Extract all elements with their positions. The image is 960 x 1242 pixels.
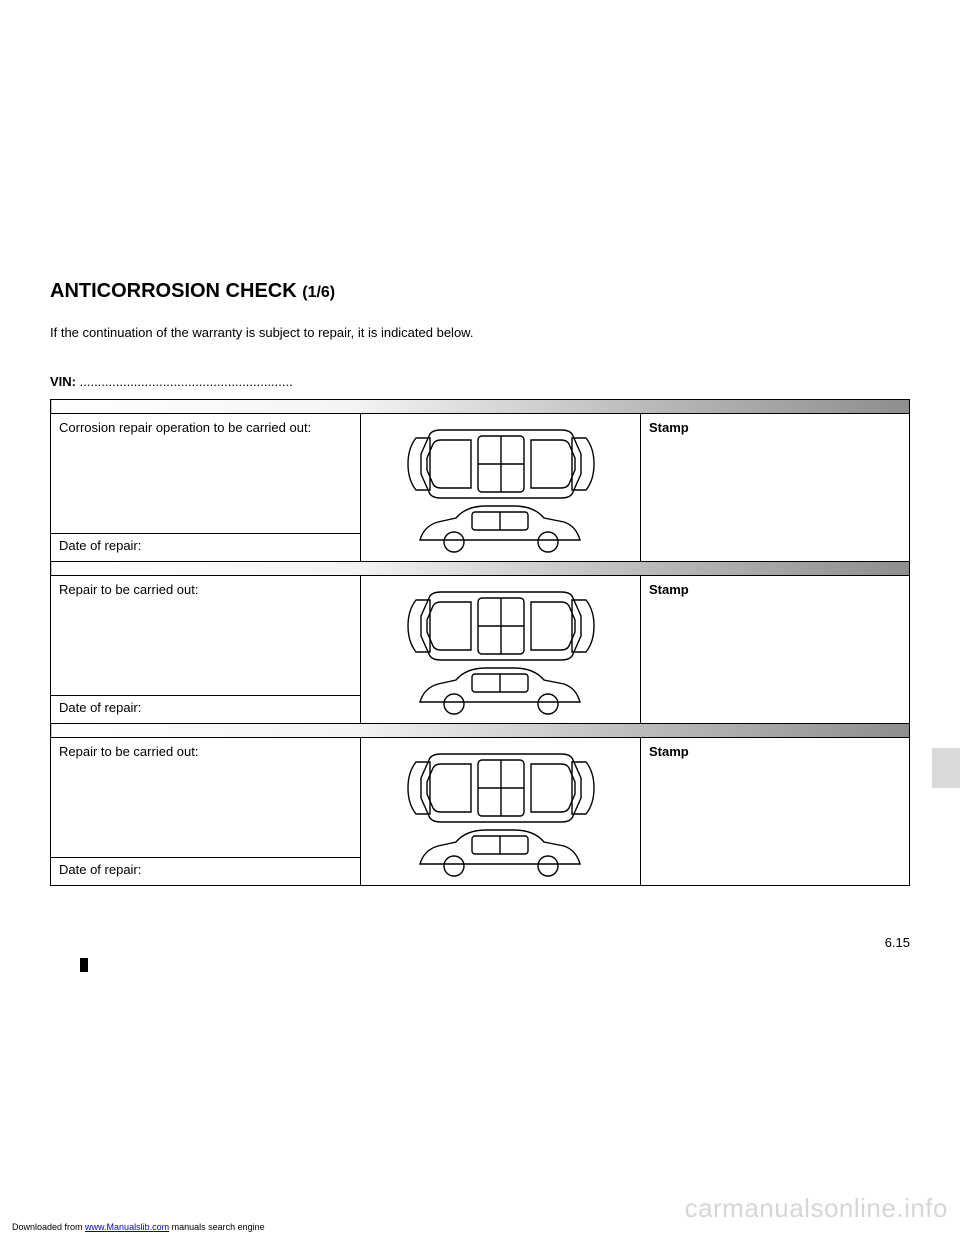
page: ANTICORROSION CHECK (1/6) If the continu…: [0, 0, 960, 1242]
date-cell: Date of repair:: [51, 696, 361, 724]
watermark-text: carmanualsonline.info: [685, 1193, 948, 1224]
operation-cell: Repair to be carried out:: [51, 738, 361, 858]
separator-row: [51, 400, 910, 414]
anticorrosion-table: Corrosion repair operation to be carried…: [50, 399, 910, 886]
diagram-cell: [361, 576, 641, 724]
download-suffix: manuals search engine: [169, 1222, 265, 1232]
date-cell: Date of repair:: [51, 534, 361, 562]
page-heading: ANTICORROSION CHECK (1/6): [50, 280, 910, 303]
crop-mark-icon: [80, 958, 88, 972]
operation-cell: Repair to be carried out:: [51, 576, 361, 696]
date-cell: Date of repair:: [51, 858, 361, 886]
diagram-cell: [361, 738, 641, 886]
car-diagram-icon: [386, 742, 616, 882]
diagram-cell: [361, 414, 641, 562]
table-row: Repair to be carried out:: [51, 738, 910, 858]
intro-text: If the continuation of the warranty is s…: [50, 325, 910, 340]
download-footer: Downloaded from www.Manualslib.com manua…: [12, 1222, 265, 1232]
stamp-cell: Stamp: [641, 738, 910, 886]
vin-dots: ........................................…: [80, 374, 293, 389]
car-diagram-icon: [386, 580, 616, 720]
car-diagram-icon: [386, 418, 616, 558]
heading-sub: (1/6): [302, 284, 335, 301]
table-row: Repair to be carried out:: [51, 576, 910, 696]
vin-label: VIN:: [50, 374, 76, 389]
download-link[interactable]: www.Manualslib.com: [85, 1222, 169, 1232]
heading-main: ANTICORROSION CHECK: [50, 280, 297, 302]
vin-line: VIN: ...................................…: [50, 374, 910, 389]
side-tab: [932, 748, 960, 788]
download-prefix: Downloaded from: [12, 1222, 85, 1232]
stamp-cell: Stamp: [641, 576, 910, 724]
stamp-cell: Stamp: [641, 414, 910, 562]
page-number: 6.15: [885, 935, 910, 950]
separator-row: [51, 562, 910, 576]
operation-cell: Corrosion repair operation to be carried…: [51, 414, 361, 534]
content-area: ANTICORROSION CHECK (1/6) If the continu…: [50, 280, 910, 886]
table-row: Corrosion repair operation to be carried…: [51, 414, 910, 534]
separator-row: [51, 724, 910, 738]
